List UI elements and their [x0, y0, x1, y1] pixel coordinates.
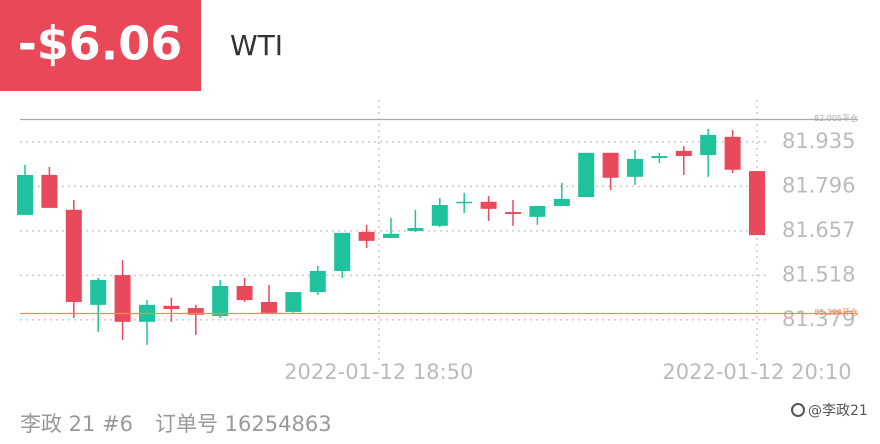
candle-body [553, 198, 570, 206]
candle-body [505, 212, 521, 214]
candle-body [700, 134, 717, 156]
candle-body [285, 292, 302, 312]
order-number: 订单号 16254863 [155, 412, 332, 436]
candle-body [456, 201, 473, 204]
y-tick-label: 81.796 [782, 173, 855, 197]
candle-body [17, 174, 33, 215]
candle-body [309, 270, 326, 293]
candle-body [212, 285, 229, 317]
candle-body [114, 275, 131, 322]
candle-body [675, 150, 692, 157]
candle-body [90, 279, 107, 305]
candle-body [334, 232, 351, 271]
reference-label: 81.399开仓 [814, 307, 858, 317]
y-tick-label: 81.657 [782, 218, 855, 242]
x-tick-label: 2022-01-12 18:50 [284, 360, 473, 384]
candle-body [383, 233, 399, 238]
candle-body [358, 231, 375, 241]
candle-body [578, 152, 595, 197]
symbol: WTI [230, 29, 283, 62]
candle-body [236, 285, 253, 301]
pnl: -$6.06 [18, 17, 183, 71]
y-tick-label: 81.518 [782, 262, 855, 286]
candle-body [724, 136, 741, 170]
candle-body [627, 158, 643, 177]
candle-body [651, 156, 668, 158]
plot: 81.379 81.518 81.657 81.796 81.935 2022-01-12… [17, 100, 858, 384]
candle-body [261, 301, 277, 313]
pnl-box [0, 0, 201, 91]
candle-body [187, 308, 204, 315]
y-tick-label: 81.935 [782, 129, 855, 153]
candle-body [749, 171, 765, 236]
logo [791, 403, 805, 417]
candle-body [163, 305, 180, 310]
watermark: @李政21 [808, 403, 868, 419]
x-tick-label: 2022-01-12 20:10 [662, 360, 851, 384]
candle-body [529, 205, 546, 217]
y-tick-label: 81.379 [782, 307, 855, 331]
candle-body [480, 201, 497, 209]
candle-body [431, 204, 448, 226]
account: 李政 21 #6 [20, 412, 133, 436]
reference-label: 82.005平仓 [814, 113, 858, 123]
candle-body [407, 228, 424, 231]
candle-body [602, 152, 619, 178]
candle-body [41, 174, 58, 208]
candle-body [65, 209, 82, 302]
